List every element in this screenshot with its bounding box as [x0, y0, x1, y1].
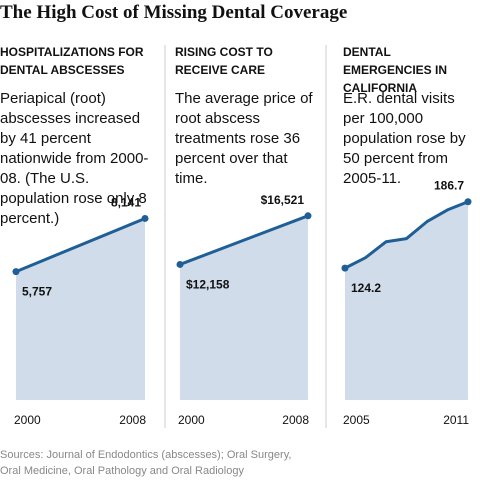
x-tick-label: 2008: [119, 413, 146, 427]
panel-title: RISING COST TO RECEIVE CARE: [175, 45, 273, 77]
x-tick-label: 2000: [14, 413, 41, 427]
line: [179, 214, 309, 266]
description: The average price of root abscess treatm…: [175, 90, 313, 187]
area: [180, 215, 308, 400]
line: [15, 217, 146, 274]
point: [141, 214, 149, 222]
description: E.R. dental visits per 100,000 populatio…: [343, 90, 466, 187]
value-label: 5,757: [22, 285, 52, 299]
x-tick-label: 2005: [343, 413, 370, 427]
x-tick-label: 2000: [178, 413, 205, 427]
x-tick-label: 2008: [282, 413, 309, 427]
point: [464, 198, 472, 206]
value-label: 124.2: [351, 281, 381, 295]
area: [16, 218, 145, 400]
point: [341, 264, 349, 272]
area: [345, 201, 468, 400]
panel-title: DENTAL EMERGENCIES IN CALIFORNIA: [343, 45, 448, 95]
value-label: 8,141: [111, 195, 141, 209]
description: Periapical (root) abscesses increased by…: [0, 90, 149, 227]
point: [12, 268, 20, 276]
panel-title: HOSPITALIZATIONS FOR DENTAL ABSCESSES: [0, 45, 144, 77]
point: [304, 212, 312, 220]
value-label: $12,158: [186, 277, 230, 291]
value-label: $16,521: [261, 193, 305, 207]
point: [176, 260, 184, 268]
source: Sources: Journal of Endodontics (abscess…: [0, 449, 292, 477]
value-label: 186.7: [434, 179, 464, 193]
x-tick-label: 2011: [443, 413, 469, 427]
title: The High Cost of Missing Dental Coverage: [0, 2, 348, 23]
line: [344, 200, 469, 270]
